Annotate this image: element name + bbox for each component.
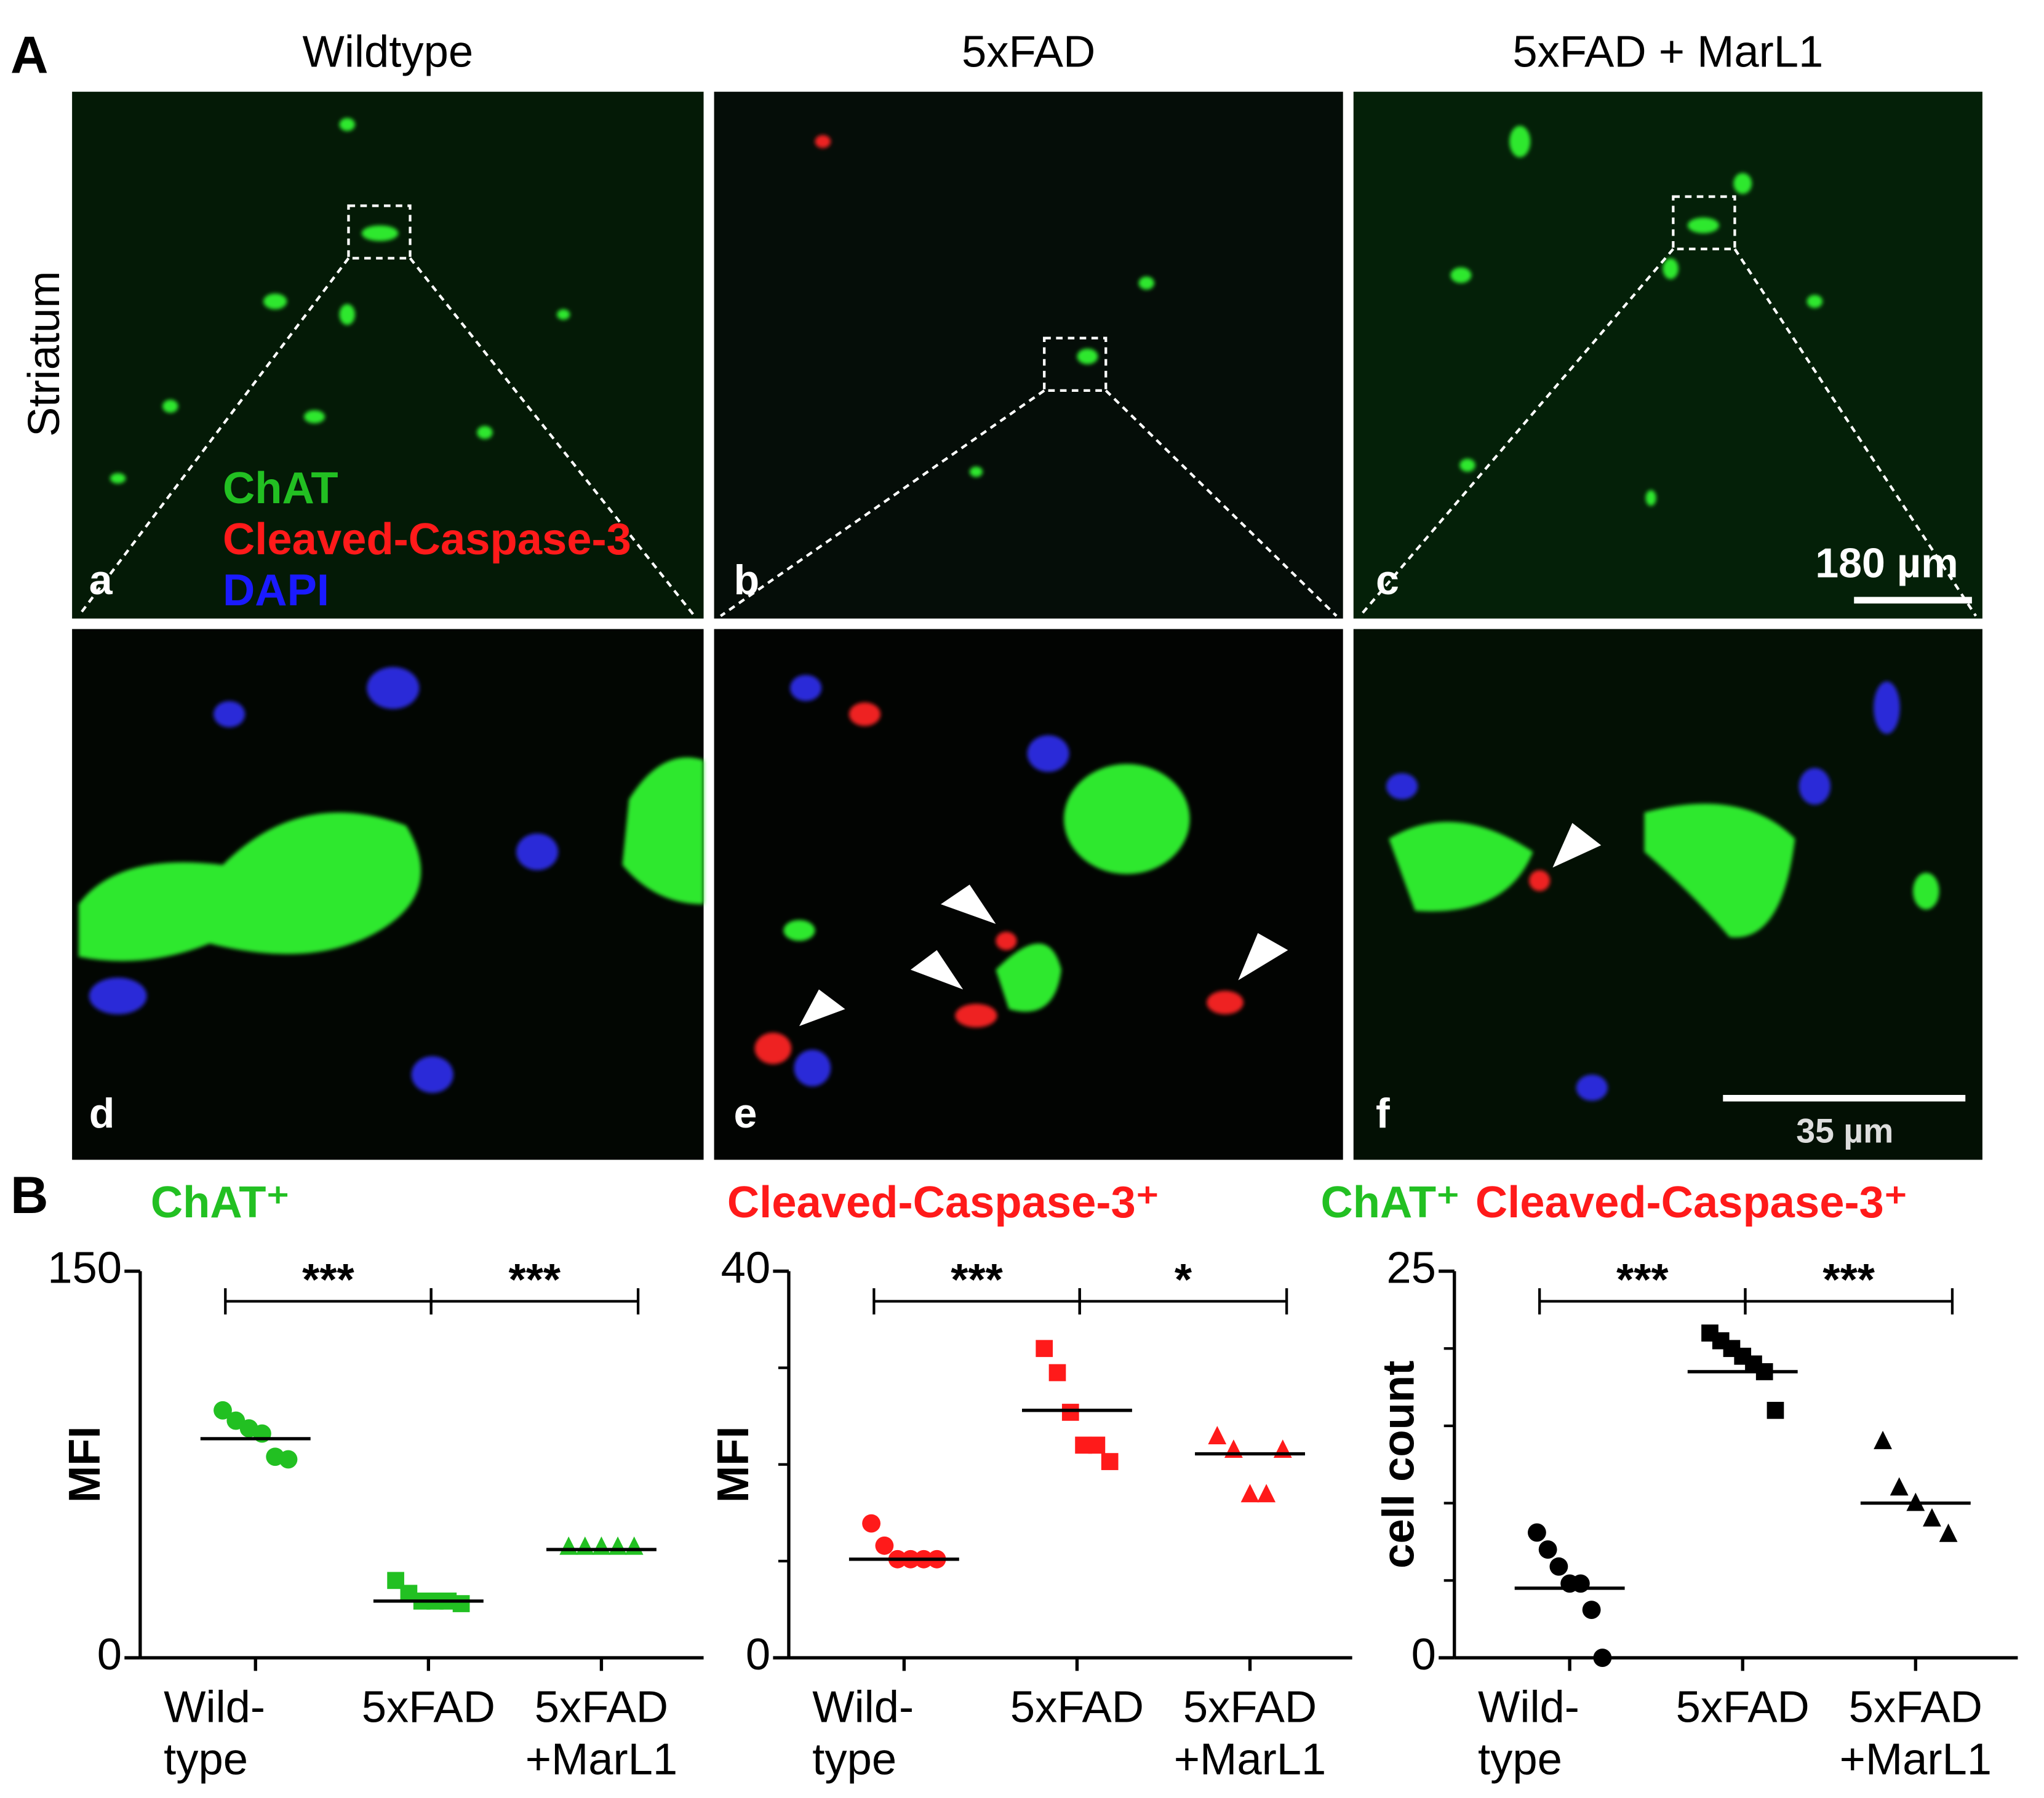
- legend-entry: DAPI: [223, 565, 329, 615]
- subpanel-letter: c: [1376, 557, 1399, 603]
- x-tick-label: +MarL1: [1840, 1735, 1992, 1784]
- y-tick-label: 25: [1386, 1243, 1436, 1293]
- legend-entry: ChAT: [223, 463, 338, 513]
- data-point: [214, 1401, 232, 1420]
- data-point: [1208, 1426, 1227, 1445]
- data-point: [1890, 1477, 1909, 1496]
- data-point: [1036, 1340, 1053, 1358]
- data-point: [1101, 1453, 1119, 1470]
- y-tick-label: 150: [47, 1243, 122, 1293]
- subpanel-letter: d: [89, 1090, 115, 1137]
- y-tick-label: 0: [746, 1629, 770, 1679]
- data-point: [452, 1595, 470, 1612]
- data-point: [1061, 1404, 1079, 1421]
- data-point: [1767, 1401, 1784, 1419]
- data-point: [1549, 1557, 1568, 1576]
- data-point: [1582, 1601, 1601, 1620]
- x-tick-label: 5xFAD: [1183, 1682, 1317, 1732]
- micrograph-c: [1353, 92, 1982, 619]
- significance-label: *: [1175, 1255, 1192, 1305]
- legend-entry: Cleaved-Caspase-3: [223, 514, 631, 564]
- y-axis-label: cell count: [1374, 1361, 1424, 1569]
- cells: [78, 117, 1939, 1012]
- data-point: [625, 1536, 644, 1555]
- data-point: [1593, 1649, 1612, 1667]
- data-point: [559, 1536, 578, 1555]
- data-point: [875, 1536, 894, 1555]
- x-tick-label: 5xFAD: [1676, 1682, 1810, 1732]
- micrograph-b: [714, 92, 1343, 619]
- x-tick-label: type: [1478, 1735, 1562, 1784]
- data-point: [1874, 1431, 1892, 1449]
- significance-label: ***: [302, 1255, 354, 1305]
- column-title: Wildtype: [303, 27, 474, 77]
- y-axis-label: MFI: [708, 1426, 758, 1503]
- data-point: [1571, 1574, 1590, 1593]
- panel-label: B: [10, 1166, 49, 1225]
- chart-title: Cleaved-Caspase-3⁺: [727, 1177, 1159, 1227]
- data-point: [1257, 1484, 1276, 1503]
- x-tick-label: Wild-: [164, 1682, 265, 1732]
- significance-label: ***: [951, 1255, 1003, 1305]
- data-point: [592, 1536, 611, 1555]
- significance-bracket: [1078, 1288, 1288, 1315]
- x-tick-label: 5xFAD: [1849, 1682, 1982, 1732]
- micrograph-a: [72, 92, 704, 619]
- data-point: [609, 1536, 627, 1555]
- significance-label: ***: [1616, 1255, 1669, 1305]
- x-tick-label: +MarL1: [1174, 1735, 1326, 1784]
- data-point: [1538, 1540, 1557, 1559]
- x-tick-label: 5xFAD: [535, 1682, 668, 1732]
- x-tick-label: 5xFAD: [1010, 1682, 1144, 1732]
- data-point: [1088, 1436, 1106, 1454]
- x-tick-label: type: [164, 1735, 248, 1784]
- data-point: [862, 1514, 881, 1533]
- panel-label: A: [10, 26, 49, 84]
- chart-title: ChAT⁺: [151, 1177, 290, 1227]
- column-title: 5xFAD + MarL1: [1512, 27, 1823, 77]
- subpanel-letter: b: [734, 557, 760, 603]
- subpanel-letter: f: [1376, 1090, 1390, 1137]
- micrographs: [72, 92, 1982, 1160]
- y-tick-label: 40: [721, 1243, 771, 1293]
- x-tick-label: +MarL1: [525, 1735, 677, 1784]
- data-point: [1527, 1523, 1546, 1542]
- arrowheads: [799, 822, 1602, 1027]
- column-title: 5xFAD: [962, 27, 1095, 77]
- significance-bracket: [1744, 1288, 1954, 1315]
- chart-title: Cleaved-Caspase-3⁺: [1475, 1177, 1907, 1227]
- y-tick-label: 0: [1411, 1629, 1436, 1679]
- data-point: [1048, 1364, 1066, 1382]
- y-axis-label: MFI: [60, 1426, 110, 1503]
- subpanel-letter: e: [734, 1090, 757, 1137]
- x-tick-label: Wild-: [812, 1682, 914, 1732]
- row-label: Striatum: [19, 271, 69, 437]
- x-tick-label: Wild-: [1478, 1682, 1579, 1732]
- significance-label: ***: [1822, 1255, 1875, 1305]
- caspase-spots: [754, 135, 1551, 1064]
- data-point: [1240, 1484, 1260, 1503]
- data-point: [1939, 1523, 1958, 1542]
- x-tick-label: 5xFAD: [362, 1682, 495, 1732]
- data-point: [1923, 1508, 1941, 1527]
- subpanel-letter: a: [89, 557, 113, 603]
- significance-label: ***: [509, 1255, 561, 1305]
- y-tick-label: 0: [97, 1629, 122, 1679]
- data-point: [279, 1450, 298, 1469]
- scalebar-label: 180 µm: [1815, 539, 1958, 586]
- x-tick-label: type: [812, 1735, 896, 1784]
- scalebar-label: 35 µm: [1796, 1112, 1893, 1150]
- zoom-guides: [78, 195, 1978, 618]
- data-point: [575, 1536, 594, 1555]
- chart-title: ChAT⁺: [1321, 1177, 1460, 1227]
- nuclei: [89, 667, 1900, 1101]
- significance-bracket: [429, 1288, 640, 1315]
